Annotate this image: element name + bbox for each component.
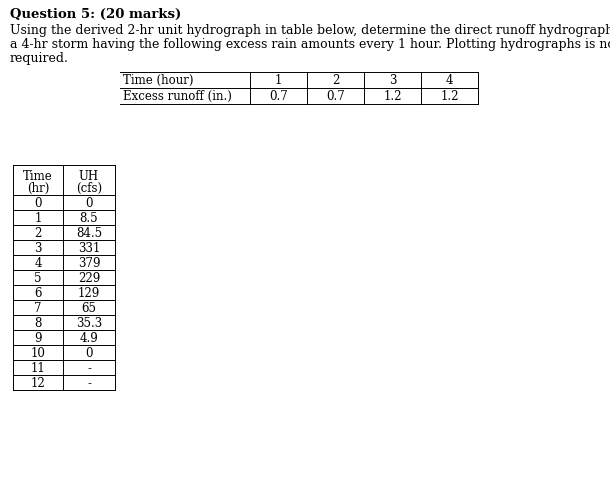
Text: 1.2: 1.2 — [383, 90, 402, 103]
Text: 1.2: 1.2 — [440, 90, 459, 103]
Text: 0: 0 — [34, 197, 41, 210]
Text: 229: 229 — [78, 272, 100, 285]
Text: 3: 3 — [34, 242, 41, 255]
Text: 129: 129 — [78, 287, 100, 300]
Text: -: - — [87, 377, 91, 390]
Text: 9: 9 — [34, 332, 41, 345]
Text: 35.3: 35.3 — [76, 317, 102, 330]
Text: 7: 7 — [34, 302, 41, 315]
Text: 0: 0 — [85, 347, 93, 360]
Text: 379: 379 — [77, 257, 100, 270]
Text: Question 5: (20 marks): Question 5: (20 marks) — [10, 8, 181, 21]
Text: Using the derived 2-hr unit hydrograph in table below, determine the direct runo: Using the derived 2-hr unit hydrograph i… — [10, 24, 610, 37]
Text: 0.7: 0.7 — [326, 90, 345, 103]
Text: 0: 0 — [85, 197, 93, 210]
Text: (hr): (hr) — [27, 182, 49, 195]
Text: Excess runoff (in.): Excess runoff (in.) — [123, 90, 232, 103]
Text: -: - — [87, 362, 91, 375]
Text: required.: required. — [10, 52, 69, 65]
Text: 8.5: 8.5 — [80, 212, 98, 225]
Text: UH: UH — [79, 170, 99, 183]
Text: 4: 4 — [34, 257, 41, 270]
Text: 10: 10 — [30, 347, 45, 360]
Text: 2: 2 — [332, 74, 339, 87]
Text: 3: 3 — [389, 74, 396, 87]
Text: 84.5: 84.5 — [76, 227, 102, 240]
Text: 65: 65 — [82, 302, 96, 315]
Text: a 4-hr storm having the following excess rain amounts every 1 hour. Plotting hyd: a 4-hr storm having the following excess… — [10, 38, 610, 51]
Text: (cfs): (cfs) — [76, 182, 102, 195]
Text: 1: 1 — [34, 212, 41, 225]
Text: 4: 4 — [446, 74, 453, 87]
Text: 12: 12 — [30, 377, 45, 390]
Text: 331: 331 — [78, 242, 100, 255]
Text: Time: Time — [23, 170, 53, 183]
Text: 2: 2 — [34, 227, 41, 240]
Text: 0.7: 0.7 — [269, 90, 288, 103]
Text: 6: 6 — [34, 287, 41, 300]
Text: 8: 8 — [34, 317, 41, 330]
Text: 11: 11 — [30, 362, 45, 375]
Text: 5: 5 — [34, 272, 41, 285]
Text: Time (hour): Time (hour) — [123, 74, 193, 87]
Text: 4.9: 4.9 — [80, 332, 98, 345]
Text: 1: 1 — [275, 74, 282, 87]
